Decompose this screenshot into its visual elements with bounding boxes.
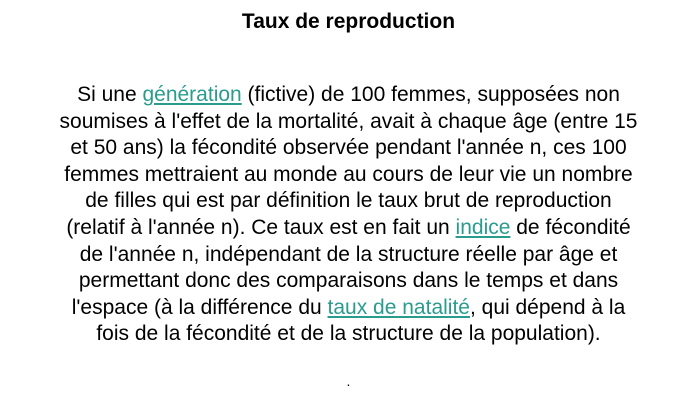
paragraph-line-8: permettant donc des comparaisons dans le… [78, 269, 619, 293]
paragraph-line-3: et 50 ans) la fécondité observée pendant… [70, 136, 627, 160]
paragraph-line-4: femmes mettraient au monde au cours de l… [64, 162, 633, 186]
trailing-mark: . [346, 373, 351, 389]
page-title: Taux de reproduction [241, 10, 456, 33]
link-taux-de-natalite[interactable]: taux de natalité [327, 295, 470, 319]
text-segment: (fictive) de 100 femmes, supposées non [241, 83, 620, 106]
paragraph-line-6: (relatif à l'année n). Ce taux est en fa… [12, 215, 685, 242]
paragraph-line-5: de filles qui est par définition le taux… [85, 189, 612, 213]
text-segment: , qui dépend à la [469, 295, 626, 319]
text-segment: (relatif à l'année n). Ce taux est en fa… [66, 215, 456, 239]
paragraph-line-9: l'espace (à la différence du taux de nat… [12, 295, 685, 322]
paragraph-line-10: fois de la fécondité et de la structure … [96, 322, 601, 346]
text-segment: Si une [77, 83, 143, 106]
text-segment: l'espace (à la différence du [71, 295, 328, 319]
paragraph-line-2: soumises à l'effet de la mortalité, avai… [59, 109, 638, 133]
link-generation[interactable]: génération [142, 83, 242, 106]
paragraph-line-1: Si une génération (fictive) de 100 femme… [12, 82, 685, 109]
paragraph-line-7: de l'année n, indépendant de la structur… [79, 242, 618, 266]
definition-paragraph: Si une génération (fictive) de 100 femme… [12, 82, 685, 348]
link-indice[interactable]: indice [455, 215, 511, 239]
text-segment: de fécondité [510, 215, 631, 239]
